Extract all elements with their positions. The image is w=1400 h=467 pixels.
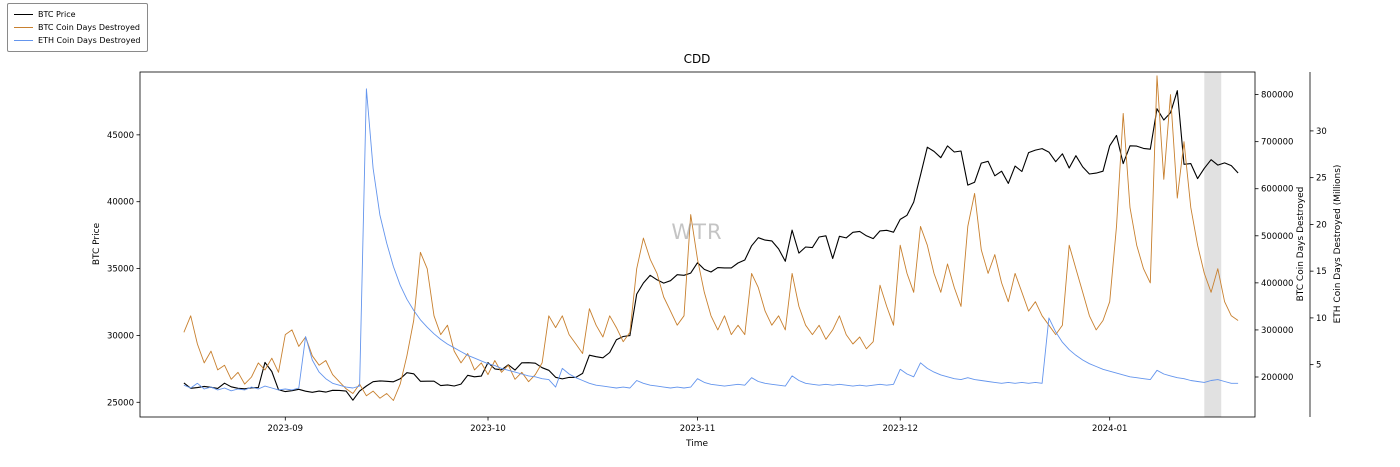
chart-title: CDD <box>683 52 711 66</box>
y-tick-label-btc-price: 45000 <box>107 131 134 141</box>
y-tick-label-btc-price: 30000 <box>107 331 134 341</box>
series-line-btc_price <box>183 90 1239 401</box>
x-tick-label: 2023-09 <box>268 424 304 434</box>
legend-label: BTC Price <box>38 10 76 19</box>
y-tick-label-btc-price: 40000 <box>107 198 134 208</box>
legend: BTC Price BTC Coin Days Destroyed ETH Co… <box>7 3 149 52</box>
shaded-region <box>1204 72 1222 417</box>
y-tick-label-btc-cdd: 500000 <box>1261 232 1293 242</box>
y-tick-label-eth-cdd: 30 <box>1316 127 1327 137</box>
y-tick-label-btc-cdd: 400000 <box>1261 279 1293 289</box>
x-tick-label: 2023-12 <box>882 424 918 434</box>
x-tick-label: 2023-11 <box>680 424 716 434</box>
y-tick-label-btc-cdd: 800000 <box>1261 91 1293 101</box>
legend-line-swatch-btc-cdd <box>14 27 33 28</box>
y-tick-label-eth-cdd: 20 <box>1316 220 1327 230</box>
legend-line-swatch-eth-cdd <box>14 40 33 41</box>
legend-item: BTC Coin Days Destroyed <box>14 21 140 34</box>
x-tick-label: 2023-10 <box>470 424 506 434</box>
y-tick-label-btc-cdd: 300000 <box>1261 326 1293 336</box>
x-tick-label: 2024-01 <box>1092 424 1128 434</box>
y-axis-label-btc-cdd: BTC Coin Days Destroyed <box>1296 186 1306 302</box>
y-tick-label-eth-cdd: 5 <box>1316 361 1321 371</box>
y-tick-label-btc-price: 35000 <box>107 265 134 275</box>
legend-label: ETH Coin Days Destroyed <box>38 36 141 45</box>
y-tick-label-eth-cdd: 25 <box>1316 174 1327 184</box>
y-tick-label-btc-cdd: 700000 <box>1261 138 1293 148</box>
y-tick-label-eth-cdd: 10 <box>1316 314 1327 324</box>
y-axis-label-btc-price: BTC Price <box>92 222 102 266</box>
x-axis-label: Time <box>685 439 709 449</box>
series-line-eth_cdd <box>183 88 1239 392</box>
legend-label: BTC Coin Days Destroyed <box>38 23 140 32</box>
y-tick-label-btc-price: 25000 <box>107 398 134 408</box>
watermark: WTR <box>671 220 723 244</box>
y-axis-label-eth-cdd: ETH Coin Days Destroyed (Millions) <box>1333 164 1343 324</box>
legend-line-swatch-btc-price <box>14 14 33 15</box>
y-tick-label-btc-cdd: 200000 <box>1261 373 1293 383</box>
y-tick-label-eth-cdd: 15 <box>1316 267 1327 277</box>
y-tick-label-btc-cdd: 600000 <box>1261 185 1293 195</box>
legend-item: BTC Price <box>14 8 140 21</box>
legend-item: ETH Coin Days Destroyed <box>14 34 140 47</box>
axes-frame <box>139 71 1256 418</box>
